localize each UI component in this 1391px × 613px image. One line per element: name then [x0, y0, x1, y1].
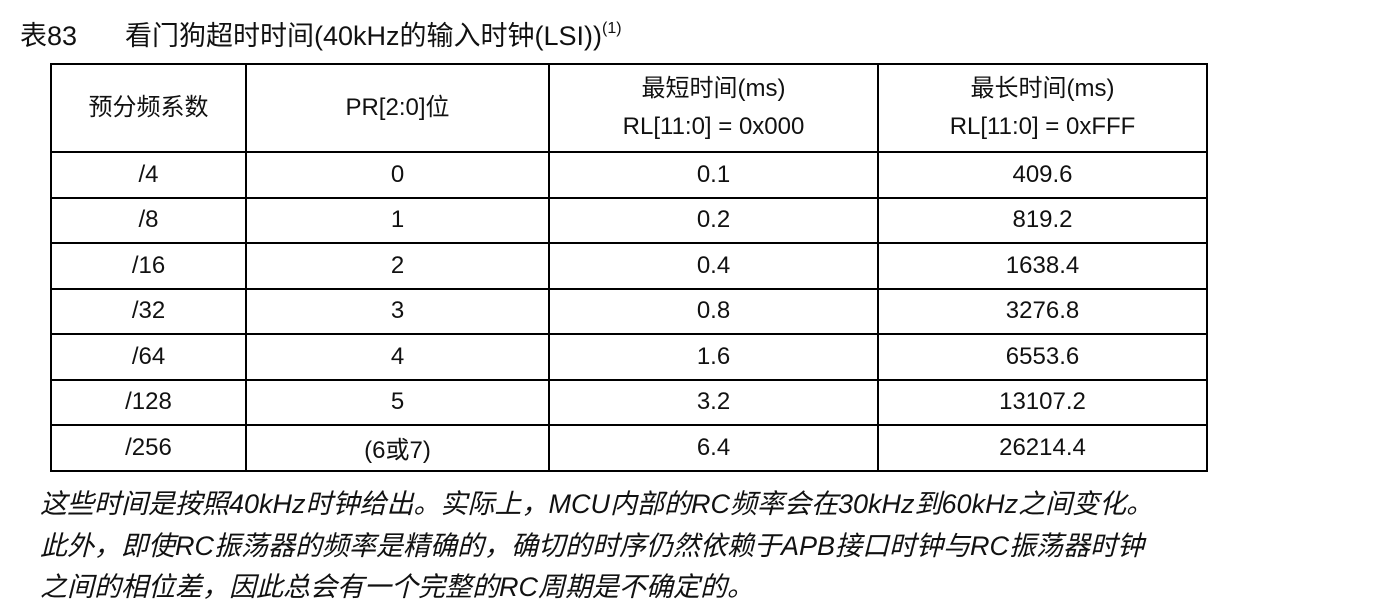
header-line: PR[2:0]位 [345, 94, 450, 121]
table-cell: /8 [50, 196, 247, 244]
table-row: /256 (6或7) 6.4 26214.4 [50, 424, 1208, 472]
table-cell: 0.2 [548, 196, 879, 244]
footnote: 这些时间是按照40kHz时钟给出。实际上，MCU内部的RC频率会在30kHz到6… [40, 484, 1153, 609]
table-number: 表83 [20, 21, 78, 51]
header-cell: PR[2:0]位 [245, 63, 550, 153]
table-cell: /128 [50, 378, 247, 426]
table-cell: 1 [245, 196, 550, 244]
table-cell: /256 [50, 424, 247, 472]
header-row: 预分频系数 PR[2:0]位 最短时间(ms) RL[11:0] = 0x000 最长时… [50, 63, 1208, 153]
table-cell: 0.4 [548, 242, 879, 290]
table-cell: 1638.4 [877, 242, 1208, 290]
header-cell: 预分频系数 [50, 63, 247, 153]
footnote-line: 之间的相位差，因此总会有一个完整的RC周期是不确定的。 [40, 572, 754, 602]
table-caption: 表83 看门狗超时时间(40kHz的输入时钟(LSI))(1) [20, 14, 622, 53]
header-line: 预分频系数 [88, 94, 209, 121]
table-cell: /32 [50, 287, 247, 335]
table-cell: 13107.2 [877, 378, 1208, 426]
table-title: 看门狗超时时间(40kHz的输入时钟(LSI)) [125, 21, 603, 51]
table-cell: 4 [245, 333, 550, 381]
table-cell: 1.6 [548, 333, 879, 381]
table-row: /64 4 1.6 6553.6 [50, 333, 1208, 381]
timeout-table: 预分频系数 PR[2:0]位 最短时间(ms) RL[11:0] = 0x000 最长时… [50, 63, 1208, 472]
table-cell: 6.4 [548, 424, 879, 472]
table-cell: 819.2 [877, 196, 1208, 244]
header-line: 最长时间(ms) [970, 75, 1115, 102]
table-row: /32 3 0.8 3276.8 [50, 287, 1208, 335]
table-row: /128 5 3.2 13107.2 [50, 378, 1208, 426]
table-cell: 0 [245, 151, 550, 199]
header-cell: 最短时间(ms) RL[11:0] = 0x000 [548, 63, 879, 153]
table-row: /16 2 0.4 1638.4 [50, 242, 1208, 290]
header-line: 最短时间(ms) [641, 75, 786, 102]
header-cell: 最长时间(ms) RL[11:0] = 0xFFF [877, 63, 1208, 153]
table-row: /8 1 0.2 819.2 [50, 196, 1208, 244]
table-cell: 0.8 [548, 287, 879, 335]
table-cell: 3.2 [548, 378, 879, 426]
table-cell: 409.6 [877, 151, 1208, 199]
header-line: RL[11:0] = 0x000 [622, 113, 805, 140]
table-cell: /64 [50, 333, 247, 381]
table-cell: 3 [245, 287, 550, 335]
table-cell: 0.1 [548, 151, 879, 199]
table-cell: (6或7) [245, 424, 550, 472]
table-cell: /4 [50, 151, 247, 199]
table-cell: 3276.8 [877, 287, 1208, 335]
footnote-line: 此外，即使RC振荡器的频率是精确的，确切的时序仍然依赖于APB接口时钟与RC振荡… [40, 530, 1145, 561]
table-cell: 5 [245, 378, 550, 426]
table-cell: /16 [50, 242, 247, 290]
table-cell: 6553.6 [877, 333, 1208, 381]
table-row: /4 0 0.1 409.6 [50, 151, 1208, 199]
table-body: /4 0 0.1 409.6/8 1 0.2 819.2/16 2 0.4 1638.4/32 3 0… [50, 151, 1208, 472]
header-line: RL[11:0] = 0xFFF [949, 113, 1136, 140]
footnote-line: 这些时间是按照40kHz时钟给出。实际上，MCU内部的RC频率会在30kHz到6… [40, 489, 1154, 519]
table-cell: 26214.4 [877, 424, 1208, 472]
note-ref: (1) [602, 20, 622, 37]
table-cell: 2 [245, 242, 550, 290]
